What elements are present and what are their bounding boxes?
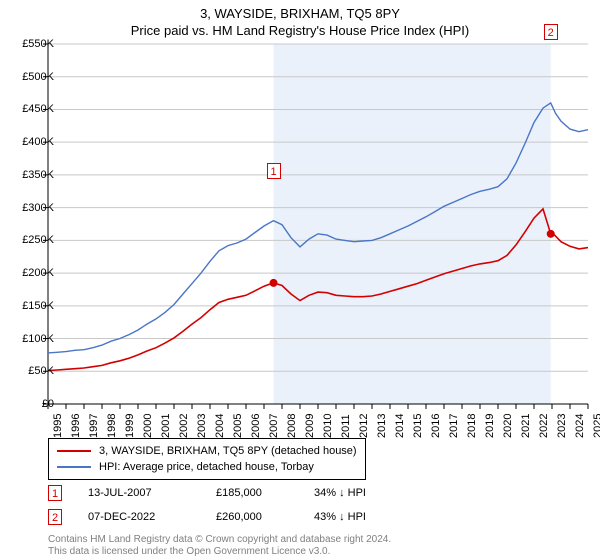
x-tick-label: 1997 xyxy=(88,414,100,438)
x-tick-label: 2008 xyxy=(286,414,298,438)
sale-pct-1: 34% ↓ HPI xyxy=(314,487,414,499)
x-tick-label: 2014 xyxy=(394,414,406,438)
x-tick-label: 1998 xyxy=(106,414,118,438)
chart-title-address: 3, WAYSIDE, BRIXHAM, TQ5 8PY xyxy=(0,0,600,21)
x-tick-label: 2005 xyxy=(232,414,244,438)
x-tick-label: 2021 xyxy=(520,414,532,438)
y-tick-label: £0 xyxy=(42,398,54,410)
sale-date-1: 13-JUL-2007 xyxy=(70,487,208,499)
x-tick-label: 1995 xyxy=(52,414,64,438)
y-tick-label: £100K xyxy=(22,333,54,345)
y-tick-label: £450K xyxy=(22,103,54,115)
x-tick-label: 1999 xyxy=(124,414,136,438)
x-tick-label: 2004 xyxy=(214,414,226,438)
y-tick-label: £350K xyxy=(22,169,54,181)
footer-attribution: Contains HM Land Registry data © Crown c… xyxy=(48,534,391,558)
x-tick-label: 2009 xyxy=(304,414,316,438)
y-tick-label: £50K xyxy=(28,365,54,377)
x-tick-label: 2010 xyxy=(322,414,334,438)
x-tick-label: 2012 xyxy=(358,414,370,438)
x-tick-label: 2023 xyxy=(556,414,568,438)
legend-swatch-hpi xyxy=(57,466,91,468)
chart-title-subtitle: Price paid vs. HM Land Registry's House … xyxy=(0,21,600,42)
legend-label-property: 3, WAYSIDE, BRIXHAM, TQ5 8PY (detached h… xyxy=(99,443,357,459)
chart-container: 3, WAYSIDE, BRIXHAM, TQ5 8PY Price paid … xyxy=(0,0,600,560)
sale-date-2: 07-DEC-2022 xyxy=(70,511,208,523)
sale-marker-callout: 1 xyxy=(267,163,281,179)
y-tick-label: £400K xyxy=(22,136,54,148)
sale-price-1: £185,000 xyxy=(216,487,306,499)
legend-label-hpi: HPI: Average price, detached house, Torb… xyxy=(99,459,314,475)
x-tick-label: 2000 xyxy=(142,414,154,438)
x-tick-label: 2015 xyxy=(412,414,424,438)
y-tick-label: £200K xyxy=(22,267,54,279)
sale-pct-2: 43% ↓ HPI xyxy=(314,511,414,523)
chart-svg xyxy=(48,44,588,404)
footer-line2: This data is licensed under the Open Gov… xyxy=(48,546,391,558)
x-tick-label: 2025 xyxy=(592,414,600,438)
y-tick-label: £300K xyxy=(22,202,54,214)
x-tick-label: 2016 xyxy=(430,414,442,438)
sale-row-2: 2 07-DEC-2022 £260,000 43% ↓ HPI xyxy=(48,508,414,526)
x-tick-label: 2019 xyxy=(484,414,496,438)
sale-marker-1: 1 xyxy=(48,485,62,501)
sale-price-2: £260,000 xyxy=(216,511,306,523)
legend: 3, WAYSIDE, BRIXHAM, TQ5 8PY (detached h… xyxy=(48,438,366,480)
x-tick-label: 2002 xyxy=(178,414,190,438)
sale-marker-2: 2 xyxy=(48,509,62,525)
x-tick-label: 2001 xyxy=(160,414,172,438)
sale-row-1: 1 13-JUL-2007 £185,000 34% ↓ HPI xyxy=(48,484,414,502)
x-tick-label: 2003 xyxy=(196,414,208,438)
legend-row-property: 3, WAYSIDE, BRIXHAM, TQ5 8PY (detached h… xyxy=(57,443,357,459)
x-tick-label: 2020 xyxy=(502,414,514,438)
x-tick-label: 2011 xyxy=(340,414,352,438)
legend-swatch-property xyxy=(57,450,91,452)
x-tick-label: 2024 xyxy=(574,414,586,438)
chart-plot-area xyxy=(48,44,588,404)
x-tick-label: 2018 xyxy=(466,414,478,438)
footer-line1: Contains HM Land Registry data © Crown c… xyxy=(48,534,391,546)
legend-row-hpi: HPI: Average price, detached house, Torb… xyxy=(57,459,357,475)
y-tick-label: £250K xyxy=(22,234,54,246)
x-tick-label: 2007 xyxy=(268,414,280,438)
y-tick-label: £500K xyxy=(22,71,54,83)
y-tick-label: £150K xyxy=(22,300,54,312)
x-tick-label: 2022 xyxy=(538,414,550,438)
x-tick-label: 1996 xyxy=(70,414,82,438)
sale-marker-callout: 2 xyxy=(544,24,558,40)
y-tick-label: £550K xyxy=(22,38,54,50)
x-tick-label: 2006 xyxy=(250,414,262,438)
x-tick-label: 2013 xyxy=(376,414,388,438)
x-tick-label: 2017 xyxy=(448,414,460,438)
